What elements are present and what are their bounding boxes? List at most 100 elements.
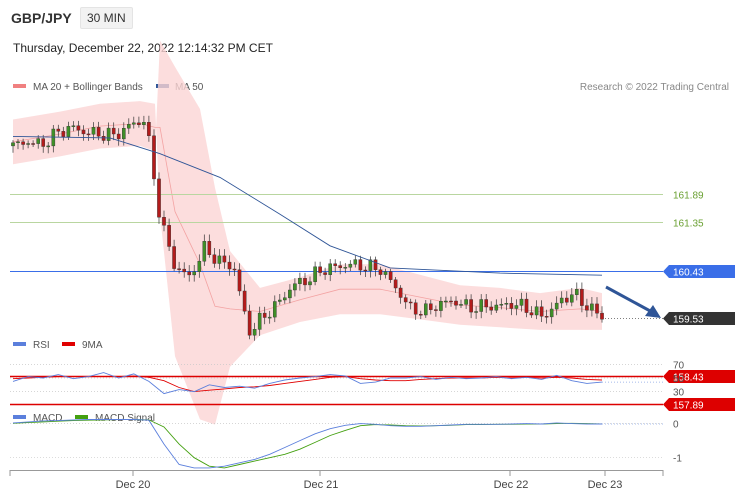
candle-body [559,297,564,304]
candle-body [267,316,272,319]
candle-body [131,122,136,125]
candle-body [353,259,358,265]
legend-label-macd-signal: MACD Signal [95,413,155,424]
candle-body [76,125,81,131]
candle [262,306,267,325]
candle [408,298,413,310]
candle-body [464,299,468,305]
candle [358,255,363,276]
candle-body [177,268,181,270]
candle [353,255,358,268]
candle-body [549,308,554,318]
candle-body [459,304,463,306]
candle [137,116,141,128]
candle [293,278,297,297]
candle [363,266,368,277]
x-tick-label: Dec 20 [116,479,151,491]
legend-swatch-rsi [13,342,26,346]
candle-body [242,290,247,312]
candle [534,300,539,320]
candle [308,276,312,291]
candle-body [413,302,418,315]
candle [278,294,282,305]
candle [101,130,106,144]
candle [11,140,15,153]
candle [46,142,50,154]
forecast-arrow-head [645,305,661,318]
candle [519,292,524,312]
candle-body [388,271,393,280]
candle [26,140,30,149]
candle [403,294,408,309]
candle [152,129,156,186]
candle-body [197,261,202,272]
candle-body [439,301,443,311]
forecast-arrow [605,285,661,318]
credit-text: Research © 2022 Trading Central [580,82,729,93]
candle-body [489,306,494,311]
candle-body [293,283,297,291]
candle-body [509,303,514,309]
candle-body [524,298,529,313]
ma50-series [12,135,603,276]
candle [539,300,544,322]
candle-body [86,133,91,136]
legend-label-rsi-ma: 9MA [82,340,103,351]
candle [303,272,307,292]
candle-body [333,263,338,266]
candle-body [585,305,589,311]
candle-body [479,299,484,312]
candle-body [313,266,317,282]
candle-body [187,271,192,276]
candle-body [434,309,438,311]
chart-timestamp: Thursday, December 22, 2022 12:14:32 PM … [13,41,273,55]
candle-body [142,121,146,125]
candle [524,292,529,318]
x-tick-label: Dec 21 [304,479,339,491]
candle [469,294,473,319]
candle-body [262,312,267,318]
candle-body [36,138,40,144]
candle [544,309,549,324]
legend-swatch-macd-signal [75,415,88,419]
macd-line [12,419,602,469]
candle [474,306,478,319]
candle [182,262,187,278]
candle [237,263,242,296]
level-label-support-2: 157.89 [673,401,704,412]
candle-body [449,300,453,303]
candle [131,116,136,129]
candle [283,291,287,304]
candle [383,268,388,279]
candle-body [469,299,473,313]
candle-body [207,241,212,256]
legend: MA 20 + Bollinger Bands MA 50 Research ©… [13,82,729,93]
candle-body [514,305,519,309]
timeframe-badge[interactable]: 30 MIN [80,7,133,29]
candle-body [182,268,187,273]
candle-body [157,178,161,218]
candle [459,299,463,308]
candle [172,239,176,272]
candle-body [273,301,277,318]
candle [76,120,81,137]
candle [393,277,398,293]
candle-body [162,216,166,226]
candle [338,261,343,275]
candle [16,139,20,150]
candle [464,294,468,309]
candle-body [126,124,131,129]
candle [61,126,66,141]
candle [575,282,579,301]
candle [565,291,569,306]
candle-body [383,271,388,275]
candle-body [111,127,116,135]
candle-body [26,143,30,145]
candle [413,299,418,320]
candle-body [565,297,569,303]
candle-body [504,303,509,305]
bollinger-area [13,40,602,425]
candle [81,125,86,141]
instrument-title: GBP/JPY [11,10,72,26]
candle-body [444,300,448,303]
